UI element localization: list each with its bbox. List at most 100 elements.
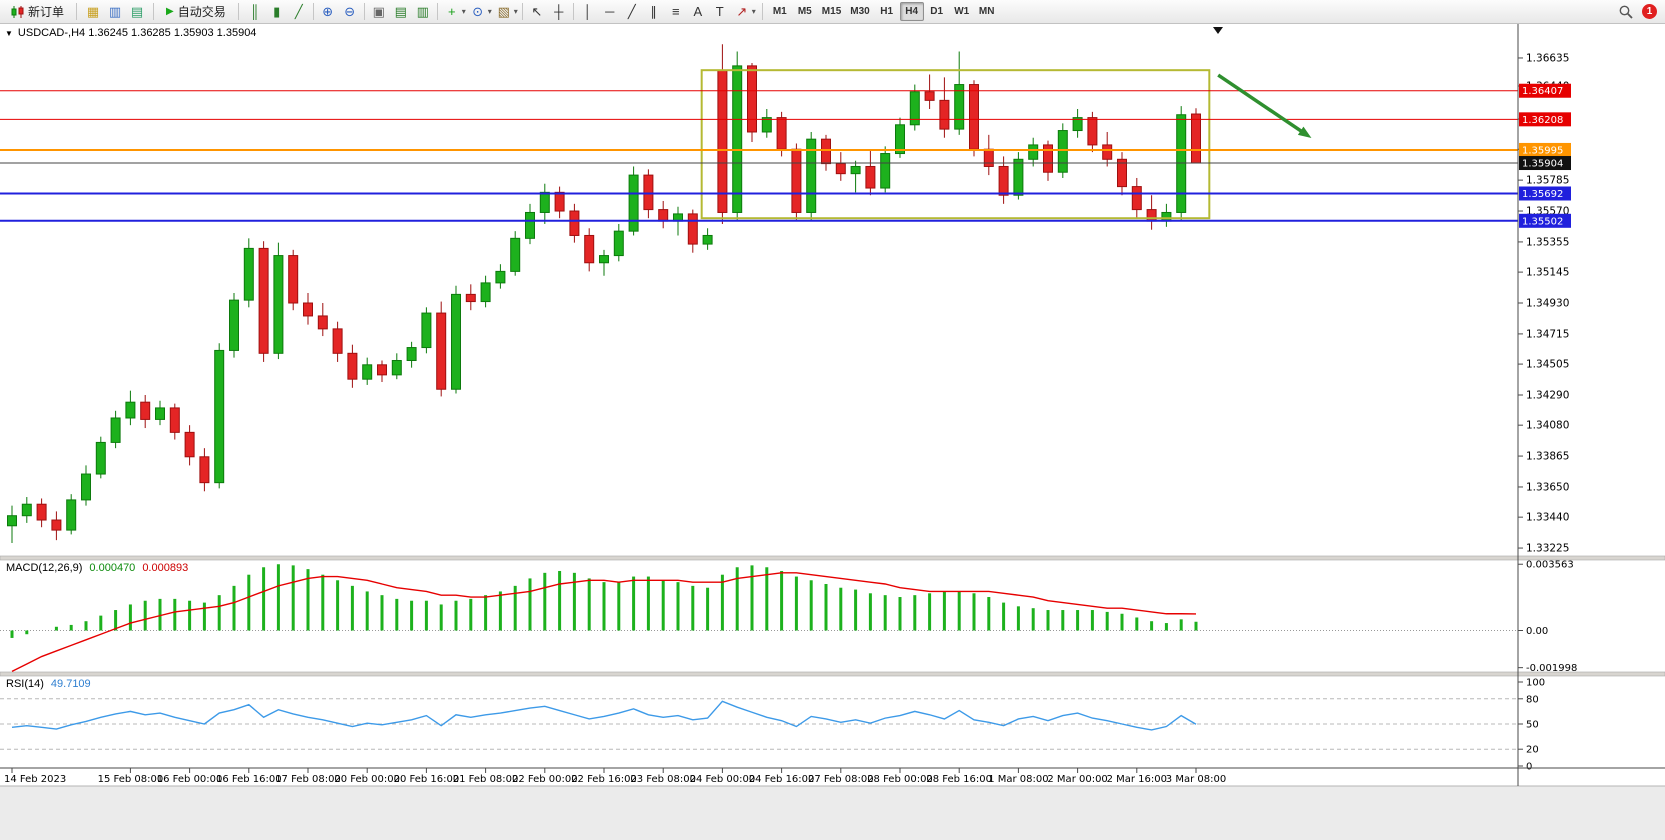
rsi-pane bbox=[0, 681, 1523, 767]
toolbar-separator bbox=[76, 3, 78, 20]
time-tick-label: 16 Feb 16:00 bbox=[216, 774, 282, 785]
text-icon[interactable]: A bbox=[693, 3, 703, 19]
status-strip bbox=[0, 786, 1665, 840]
price-tick-label: 1.34080 bbox=[1526, 420, 1569, 432]
line-chart-icon[interactable]: ╱ bbox=[294, 3, 303, 19]
macd-signal-value: 0.000893 bbox=[142, 562, 189, 574]
time-tick-label: 21 Feb 08:00 bbox=[453, 774, 519, 785]
pane-divider[interactable] bbox=[0, 671, 1665, 677]
toolbar-separator bbox=[312, 3, 314, 20]
bar-chart-icon[interactable]: ║ bbox=[250, 3, 260, 19]
crosshair-icon[interactable]: ┼ bbox=[554, 3, 564, 19]
price-tick-label: 1.33225 bbox=[1526, 543, 1569, 555]
template-dropdown-icon[interactable]: ▾ bbox=[513, 7, 518, 16]
market-watch-icon[interactable]: ▤ bbox=[130, 3, 144, 19]
price-badge bbox=[1519, 213, 1571, 228]
cursor-icon[interactable]: ↖ bbox=[531, 3, 543, 19]
time-tick-label: 3 Mar 08:00 bbox=[1166, 774, 1226, 785]
price-tick-label: 1.33650 bbox=[1526, 481, 1569, 493]
toolbar-icon-group-left: ▦ ▥ ▤ bbox=[82, 1, 148, 23]
label-icon[interactable]: T bbox=[715, 3, 724, 19]
new-chart-icon[interactable]: ▦ bbox=[86, 3, 100, 19]
autotrading-play-icon: ▶ bbox=[166, 6, 174, 17]
chart-shift-marker[interactable] bbox=[1213, 27, 1223, 34]
new-order-icon bbox=[11, 5, 24, 18]
new-order-button[interactable]: 新订单 bbox=[4, 2, 71, 22]
notification-badge[interactable]: 1 bbox=[1642, 4, 1657, 19]
template-icon[interactable]: ▧ bbox=[497, 3, 510, 19]
candlestick-chart-icon[interactable]: ▮ bbox=[273, 3, 281, 19]
rsi-pane-label: RSI(14) 49.7109 bbox=[6, 678, 91, 690]
timeframe-MN[interactable]: MN bbox=[975, 2, 999, 21]
indicators-window-icon[interactable]: ▤ bbox=[394, 3, 407, 19]
price-tick-label: 1.35785 bbox=[1526, 175, 1569, 187]
tile-windows-icon[interactable]: ▣ bbox=[372, 3, 385, 19]
timeframe-W1[interactable]: W1 bbox=[950, 2, 974, 21]
horizontal-line-icon[interactable]: ─ bbox=[605, 3, 615, 19]
price-badge-label: 1.35995 bbox=[1522, 145, 1563, 156]
time-tick-label: 15 Feb 08:00 bbox=[98, 774, 164, 785]
add-indicator-icon[interactable]: + bbox=[447, 3, 456, 19]
macd-signal-line bbox=[11, 572, 1197, 673]
toolbar-separator bbox=[237, 3, 239, 20]
profiles-icon[interactable]: ▥ bbox=[108, 3, 122, 19]
rsi-tick-label: 0 bbox=[1526, 762, 1532, 773]
macd-tick-label: 0.003563 bbox=[1526, 560, 1574, 571]
price-tick-label: 1.35145 bbox=[1526, 267, 1569, 279]
time-tick-label: 24 Feb 16:00 bbox=[749, 774, 815, 785]
price-tick-label: 1.34290 bbox=[1526, 389, 1569, 401]
periods-icon[interactable]: ⊙ bbox=[472, 3, 484, 19]
time-tick-label: 24 Feb 00:00 bbox=[690, 774, 756, 785]
price-badge bbox=[1519, 142, 1571, 157]
price-badge-label: 1.36208 bbox=[1522, 115, 1563, 126]
autotrading-button[interactable]: ▶ 自动交易 bbox=[159, 2, 233, 22]
vertical-line-icon[interactable]: │ bbox=[583, 3, 592, 19]
add-indicator-dropdown-icon[interactable]: ▾ bbox=[461, 7, 466, 16]
chart-title: USDCAD-,H4 1.36245 1.36285 1.35903 1.359… bbox=[17, 27, 257, 39]
time-tick-label: 16 Feb 00:00 bbox=[157, 774, 223, 785]
zoom-out-icon[interactable]: ⊖ bbox=[344, 3, 356, 19]
time-tick-label: 22 Feb 00:00 bbox=[512, 774, 578, 785]
separate-window-icon[interactable]: ▥ bbox=[416, 3, 429, 19]
zoom-in-icon[interactable]: ⊕ bbox=[322, 3, 334, 19]
new-order-label: 新订单 bbox=[28, 5, 65, 19]
fibonacci-icon[interactable]: ≡ bbox=[671, 3, 680, 19]
trendline-icon[interactable]: ╱ bbox=[627, 3, 636, 19]
timeframe-H1[interactable]: H1 bbox=[875, 2, 899, 21]
arrow-annotation[interactable] bbox=[1217, 73, 1312, 139]
timeframe-M5[interactable]: M5 bbox=[793, 2, 817, 21]
timeframe-M15[interactable]: M15 bbox=[818, 2, 845, 21]
toolbar-separator bbox=[363, 3, 365, 20]
time-tick-label: 2 Mar 16:00 bbox=[1107, 774, 1167, 785]
periods-dropdown-icon[interactable]: ▾ bbox=[487, 7, 492, 16]
price-badge-label: 1.35692 bbox=[1522, 189, 1563, 200]
arrows-icon[interactable]: ↗ bbox=[736, 3, 748, 19]
candlestick-series bbox=[7, 44, 1201, 544]
timeframe-H4[interactable]: H4 bbox=[899, 2, 924, 21]
pane-divider[interactable] bbox=[0, 555, 1665, 561]
timeframe-M1[interactable]: M1 bbox=[768, 2, 792, 21]
time-tick-label: 17 Feb 08:00 bbox=[275, 774, 341, 785]
arrows-dropdown-icon[interactable]: ▾ bbox=[751, 7, 756, 16]
toolbar-separator bbox=[153, 3, 155, 20]
rsi-tick-label: 100 bbox=[1526, 678, 1545, 689]
timeframe-D1[interactable]: D1 bbox=[925, 2, 949, 21]
channel-icon[interactable]: ∥ bbox=[650, 3, 658, 19]
chart-background bbox=[0, 24, 1665, 786]
rsi-tick-label: 80 bbox=[1526, 694, 1539, 705]
price-tick-label: 1.33865 bbox=[1526, 451, 1569, 463]
time-tick-label: 28 Feb 16:00 bbox=[926, 774, 992, 785]
macd-histogram bbox=[10, 564, 1198, 638]
macd-pane-label: MACD(12,26,9) 0.000470 0.000893 bbox=[6, 562, 188, 574]
rectangle-annotation[interactable] bbox=[700, 69, 1211, 220]
rsi-tick-label: 50 bbox=[1526, 720, 1539, 731]
toolbar-separator bbox=[761, 3, 763, 20]
price-badge bbox=[1519, 83, 1571, 98]
chart-menu-icon[interactable]: ▼ bbox=[5, 28, 13, 38]
autotrading-label: 自动交易 bbox=[177, 5, 226, 19]
timeframe-M30[interactable]: M30 bbox=[846, 2, 873, 21]
search-icon[interactable] bbox=[1618, 4, 1634, 20]
time-tick-label: 23 Feb 08:00 bbox=[630, 774, 696, 785]
